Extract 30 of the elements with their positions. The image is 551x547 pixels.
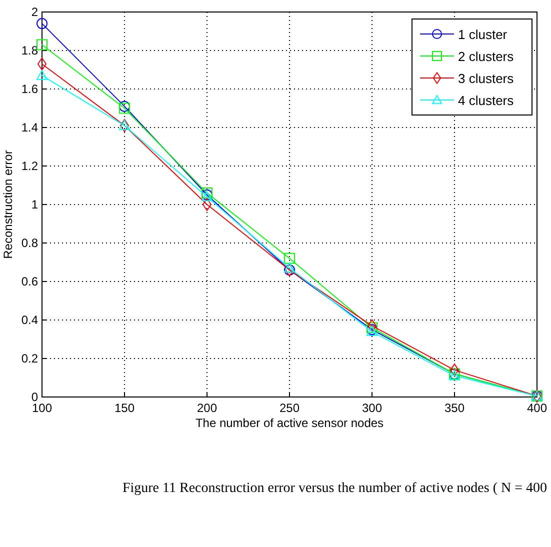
y-tick-label: 1.4 — [21, 120, 38, 134]
y-tick-label: 0.2 — [21, 352, 38, 366]
y-tick-label: 1 — [31, 198, 38, 212]
y-tick-label: 1.8 — [21, 44, 38, 58]
legend-label: 3 clusters — [458, 71, 514, 86]
y-tick-label: 0.6 — [21, 274, 38, 288]
x-tick-label: 350 — [444, 401, 465, 415]
y-tick-label: 0 — [31, 390, 38, 404]
point — [36, 39, 48, 50]
x-tick-label: 200 — [196, 401, 218, 415]
y-tick-label: 1.2 — [21, 159, 38, 173]
y-tick-label: 1.6 — [21, 82, 38, 96]
x-axis-title: The number of active sensor nodes — [195, 416, 384, 430]
y-tick-label: 0.4 — [21, 313, 38, 327]
legend-label: 4 clusters — [458, 93, 514, 108]
point — [284, 252, 295, 264]
y-tick-label: 0.8 — [21, 236, 38, 250]
legend-label: 2 clusters — [458, 49, 514, 64]
point — [36, 18, 48, 30]
legend-label: 1 cluster — [458, 27, 508, 42]
y-axis-title: Reconstruction error — [1, 150, 15, 259]
x-tick-label: 150 — [114, 401, 135, 415]
x-tick-label: 100 — [32, 401, 52, 415]
y-tick-label: 2 — [31, 5, 38, 19]
point — [36, 70, 48, 80]
x-tick-label: 250 — [279, 401, 300, 415]
caption: Figure 11 Reconstruction error versus the number of active nodes ( N = 400 — [122, 481, 547, 496]
x-tick-label: 300 — [362, 401, 382, 415]
point — [284, 262, 295, 273]
x-tick-label: 400 — [526, 401, 548, 415]
